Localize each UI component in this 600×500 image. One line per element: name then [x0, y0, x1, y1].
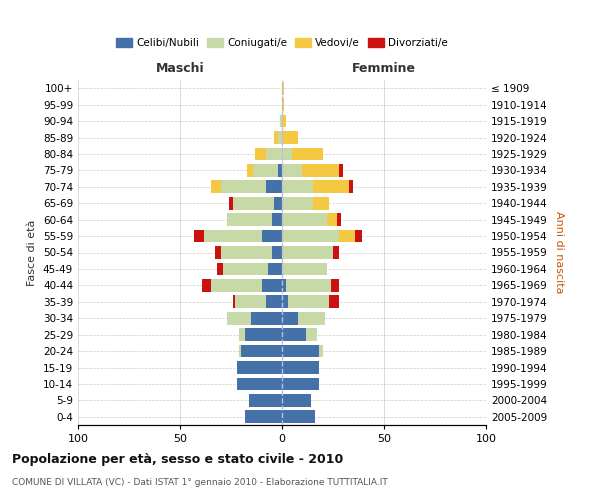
- Bar: [313, 180, 349, 193]
- Bar: [288, 296, 329, 308]
- Bar: [282, 148, 292, 160]
- Bar: [278, 131, 282, 144]
- Bar: [333, 246, 339, 259]
- Bar: [223, 262, 268, 276]
- Bar: [241, 344, 282, 358]
- Bar: [227, 213, 272, 226]
- Bar: [266, 296, 282, 308]
- Bar: [215, 246, 221, 259]
- Bar: [239, 328, 245, 341]
- Bar: [282, 114, 286, 128]
- Bar: [251, 312, 282, 324]
- Bar: [237, 378, 282, 390]
- Bar: [268, 262, 282, 276]
- Text: Maschi: Maschi: [155, 62, 205, 75]
- Bar: [233, 296, 235, 308]
- Bar: [282, 82, 284, 94]
- Bar: [339, 230, 355, 242]
- Bar: [307, 328, 317, 341]
- Bar: [211, 180, 221, 193]
- Bar: [233, 197, 274, 209]
- Bar: [272, 213, 282, 226]
- Bar: [286, 279, 331, 292]
- Bar: [239, 344, 241, 358]
- Bar: [221, 246, 272, 259]
- Bar: [327, 213, 337, 226]
- Bar: [282, 197, 313, 209]
- Bar: [292, 148, 323, 160]
- Bar: [329, 296, 339, 308]
- Bar: [282, 328, 307, 341]
- Bar: [331, 279, 339, 292]
- Bar: [229, 197, 233, 209]
- Bar: [282, 394, 311, 407]
- Bar: [237, 361, 282, 374]
- Bar: [282, 131, 298, 144]
- Bar: [282, 296, 288, 308]
- Bar: [250, 394, 282, 407]
- Bar: [227, 312, 251, 324]
- Bar: [302, 164, 339, 177]
- Bar: [282, 344, 319, 358]
- Bar: [262, 279, 282, 292]
- Bar: [282, 213, 327, 226]
- Bar: [202, 279, 211, 292]
- Bar: [337, 213, 341, 226]
- Y-axis label: Fasce di età: Fasce di età: [28, 220, 37, 286]
- Bar: [245, 410, 282, 423]
- Bar: [245, 328, 282, 341]
- Bar: [282, 98, 284, 111]
- Bar: [194, 230, 205, 242]
- Bar: [298, 312, 325, 324]
- Bar: [272, 246, 282, 259]
- Bar: [253, 164, 278, 177]
- Bar: [282, 279, 286, 292]
- Bar: [282, 262, 327, 276]
- Text: Popolazione per età, sesso e stato civile - 2010: Popolazione per età, sesso e stato civil…: [12, 452, 343, 466]
- Bar: [211, 279, 262, 292]
- Bar: [282, 246, 333, 259]
- Bar: [278, 164, 282, 177]
- Bar: [274, 131, 278, 144]
- Bar: [355, 230, 362, 242]
- Text: COMUNE DI VILLATA (VC) - Dati ISTAT 1° gennaio 2010 - Elaborazione TUTTITALIA.IT: COMUNE DI VILLATA (VC) - Dati ISTAT 1° g…: [12, 478, 388, 487]
- Bar: [280, 114, 282, 128]
- Bar: [282, 361, 319, 374]
- Bar: [266, 148, 282, 160]
- Bar: [282, 230, 339, 242]
- Bar: [266, 180, 282, 193]
- Bar: [282, 312, 298, 324]
- Bar: [274, 197, 282, 209]
- Bar: [313, 197, 329, 209]
- Bar: [349, 180, 353, 193]
- Bar: [319, 344, 323, 358]
- Legend: Celibi/Nubili, Coniugati/e, Vedovi/e, Divorziati/e: Celibi/Nubili, Coniugati/e, Vedovi/e, Di…: [112, 34, 452, 52]
- Bar: [282, 378, 319, 390]
- Bar: [247, 164, 253, 177]
- Bar: [282, 164, 302, 177]
- Bar: [339, 164, 343, 177]
- Bar: [221, 180, 266, 193]
- Bar: [217, 262, 223, 276]
- Bar: [256, 148, 266, 160]
- Bar: [282, 180, 313, 193]
- Y-axis label: Anni di nascita: Anni di nascita: [554, 211, 564, 294]
- Bar: [282, 410, 314, 423]
- Bar: [235, 296, 266, 308]
- Bar: [205, 230, 262, 242]
- Bar: [262, 230, 282, 242]
- Text: Femmine: Femmine: [352, 62, 416, 75]
